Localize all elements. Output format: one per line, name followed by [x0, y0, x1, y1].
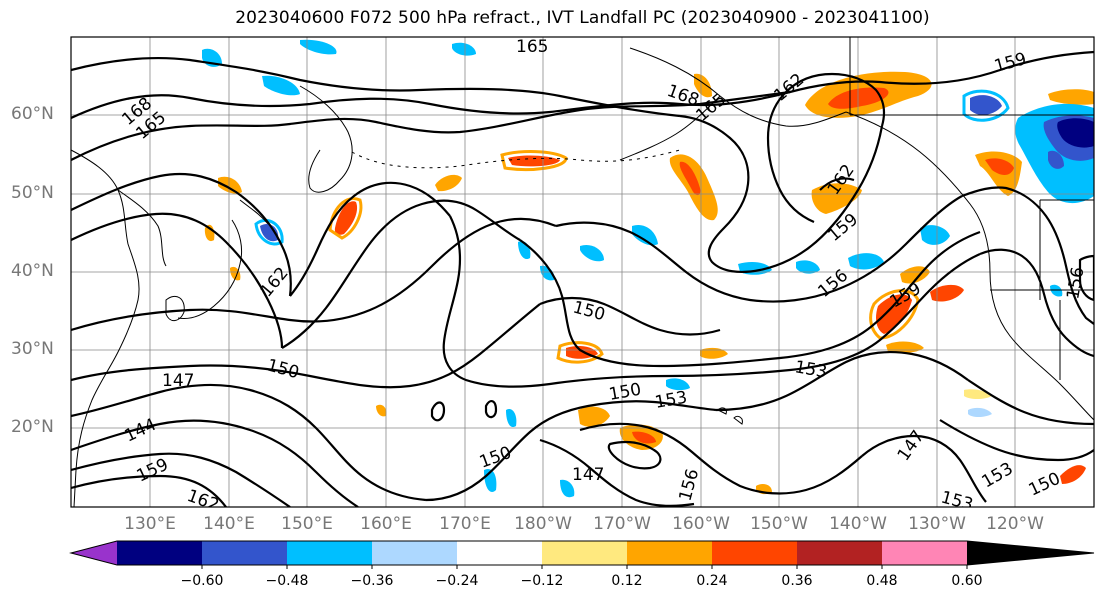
- colorbar-tick-label: 0.48: [866, 573, 898, 589]
- height-contours: [71, 50, 1094, 507]
- colorbar-tick-label: 0.60: [951, 573, 983, 589]
- colorbar-tick-label: −0.60: [180, 573, 224, 589]
- lat-label-20n: 20°N: [11, 417, 54, 437]
- contour-label: 165: [516, 37, 548, 57]
- map-frame: [70, 36, 1095, 508]
- colorbar-over-arrow: [967, 541, 1094, 565]
- colorbar-bin: [202, 541, 287, 565]
- lon-label: 140°E: [203, 514, 255, 534]
- lat-label-50n: 50°N: [11, 183, 54, 203]
- colorbar-bin: [287, 541, 372, 565]
- lon-label: 130°W: [908, 514, 966, 534]
- colorbar: [69, 540, 1095, 569]
- colorbar-tick-label: −0.48: [265, 573, 309, 589]
- colorbar-bin: [882, 541, 967, 565]
- contour-label: 147: [572, 465, 604, 485]
- lon-label: 150°E: [281, 514, 333, 534]
- colorbar-tick-label: −0.24: [435, 573, 479, 589]
- lon-label: 150°W: [750, 514, 808, 534]
- lon-label: 160°W: [672, 514, 730, 534]
- lon-label: 170°E: [439, 514, 491, 534]
- colorbar-tick-label: 0.12: [611, 573, 643, 589]
- lon-label: 170°W: [593, 514, 651, 534]
- colorbar-bin: [797, 541, 882, 565]
- colorbar-tick-label: −0.36: [350, 573, 394, 589]
- lat-label-30n: 30°N: [11, 339, 54, 359]
- colorbar-tick-label: −0.12: [520, 573, 564, 589]
- colorbar-tick-label: 0.24: [696, 573, 728, 589]
- colorbar-under-arrow: [71, 541, 117, 565]
- colorbar-bin: [542, 541, 627, 565]
- colorbar-bin: [117, 541, 202, 565]
- colorbar-bin: [457, 541, 542, 565]
- colorbar-tick-label: 0.36: [781, 573, 813, 589]
- map-title: 2023040600 F072 500 hPa refract., IVT La…: [235, 8, 930, 28]
- lat-label-60n: 60°N: [11, 104, 54, 124]
- colorbar-bin: [627, 541, 712, 565]
- lon-label: 180°W: [514, 514, 572, 534]
- lon-label: 140°W: [829, 514, 887, 534]
- lon-label: 120°W: [986, 514, 1044, 534]
- colorbar-bin: [372, 541, 457, 565]
- colorbar-bin: [712, 541, 797, 565]
- lon-label: 160°E: [360, 514, 412, 534]
- lon-label: 130°E: [124, 514, 176, 534]
- lat-label-40n: 40°N: [11, 261, 54, 281]
- contour-label: 147: [162, 371, 194, 391]
